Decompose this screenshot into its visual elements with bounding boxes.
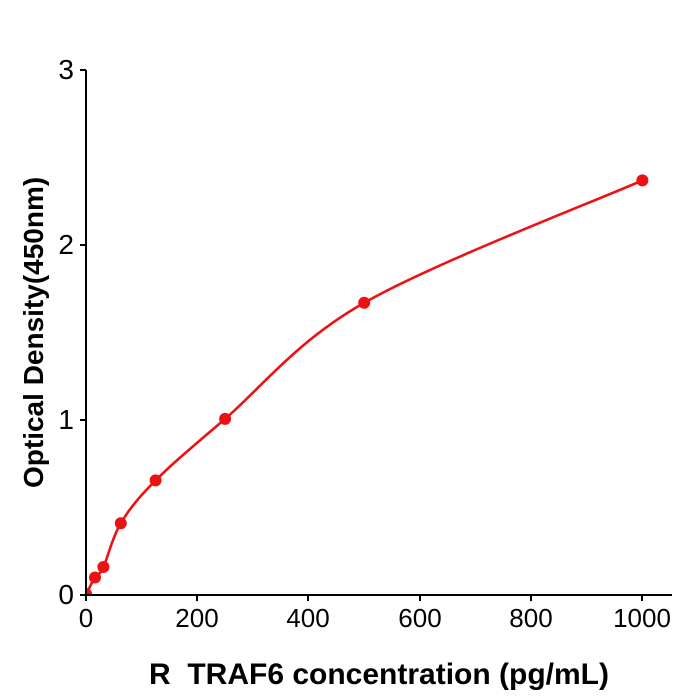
svg-text:1000: 1000 (613, 603, 671, 633)
svg-text:600: 600 (398, 603, 441, 633)
svg-text:Optical Density(450nm): Optical Density(450nm) (18, 177, 49, 488)
svg-text:200: 200 (175, 603, 218, 633)
svg-text:400: 400 (286, 603, 329, 633)
svg-text:2: 2 (58, 229, 74, 260)
svg-text:R TRAF6 concentration (pg/mL): R TRAF6 concentration (pg/mL) (149, 658, 609, 691)
svg-text:1: 1 (58, 404, 74, 435)
svg-text:0: 0 (79, 603, 93, 633)
svg-text:800: 800 (509, 603, 552, 633)
svg-text:0: 0 (58, 579, 74, 610)
svg-text:3: 3 (58, 54, 74, 85)
